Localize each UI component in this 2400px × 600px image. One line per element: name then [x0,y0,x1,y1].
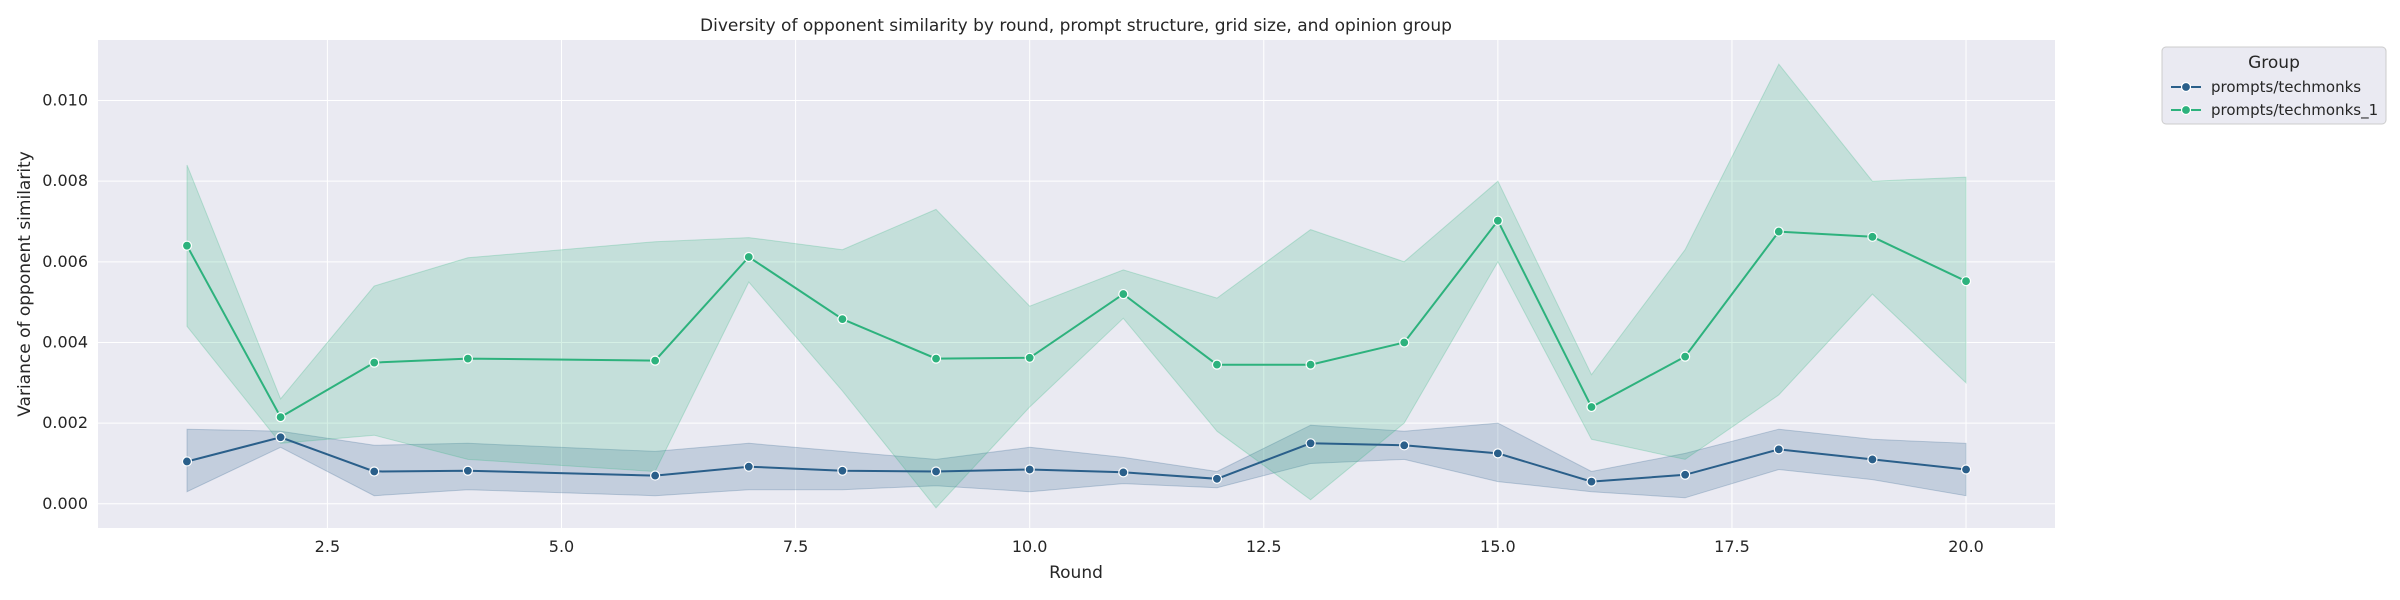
prompts-techmonks-1-point [837,313,848,325]
prompts-techmonks-band [186,422,1967,499]
x-axis-label: Round [1049,563,1103,583]
legend-prompts-techmonks-marker [2180,81,2192,93]
prompts-techmonks-1-point [1680,351,1691,362]
prompts-techmonks-point [275,432,286,443]
prompts-techmonks-1-point [1773,226,1784,237]
prompts-techmonks-point [743,461,754,472]
y-axis-label: Variance of opponent similarity [15,151,35,417]
legend-entries: prompts/techmonks prompts/techmonks_1 [2171,78,2378,120]
x-tick-label: 7.5 [783,537,808,556]
legend-title: Group [2248,53,2300,73]
x-tick-label: 2.5 [315,537,340,556]
legend: Group prompts/techmonksprompts/techmonks… [2161,46,2387,125]
series-points [181,215,1972,487]
prompts-techmonks-1-point [1305,359,1316,370]
x-tick-label: 15.0 [1480,537,1516,556]
prompts-techmonks-point [369,466,380,477]
prompts-techmonks-1-point [650,355,661,366]
prompts-techmonks-point [1867,454,1878,465]
x-tick-label: 20.0 [1948,537,1984,556]
legend-prompts-techmonks-1-marker [2180,104,2192,116]
prompts-techmonks-point [1586,476,1597,487]
prompts-techmonks-point [1492,448,1503,459]
y-tick-label: 0.008 [42,171,88,190]
prompts-techmonks-1-point [1867,231,1878,242]
x-tick-label: 10.0 [1012,537,1048,556]
prompts-techmonks-point [1960,464,1972,475]
prompts-techmonks-1-point [1399,337,1410,348]
prompts-techmonks-point [837,465,848,476]
confidence-bands [186,63,1967,509]
prompts-techmonks-1-point [1024,352,1035,363]
y-tick-label: 0.002 [42,413,88,432]
legend-prompts-techmonks-label: prompts/techmonks [2211,78,2361,96]
prompts-techmonks-point [1773,444,1784,455]
prompts-techmonks-point [1680,469,1691,480]
prompts-techmonks-1-point [369,357,380,368]
prompts-techmonks-point [1399,440,1410,451]
grid [98,40,2055,528]
prompts-techmonks-1-point [1211,359,1223,370]
prompts-techmonks-1-point [275,411,286,423]
prompts-techmonks-1-band [186,63,1967,509]
y-tick-label: 0.010 [42,90,88,109]
plot-background [98,40,2055,528]
prompts-techmonks-point [181,456,193,467]
legend-box [2161,46,2387,125]
prompts-techmonks-point [650,470,661,481]
y-tick-label: 0.006 [42,252,88,271]
prompts-techmonks-1-point [1960,276,1972,287]
prompts-techmonks-point [462,465,473,476]
prompts-techmonks-1-point [1492,215,1503,226]
legend-prompts-techmonks-1-label: prompts/techmonks_1 [2211,101,2378,120]
prompts-techmonks-1-point [181,240,193,251]
prompts-techmonks-1-point [930,353,942,364]
prompts-techmonks-1-point [1118,288,1129,300]
y-tick-label: 0.004 [42,332,88,351]
y-axis-ticks: 0.000 0.002 0.004 0.006 0.008 0.010 [42,90,88,512]
x-tick-label: 5.0 [549,537,574,556]
prompts-techmonks-1-point [462,353,473,364]
prompts-techmonks-1-point [1586,401,1597,413]
prompts-techmonks-point [930,466,942,477]
x-axis-ticks: 2.5 5.0 7.5 10.0 12.5 15.0 17.5 20.0 [315,537,1984,556]
y-tick-label: 0.000 [42,494,88,513]
x-tick-label: 12.5 [1246,537,1282,556]
prompts-techmonks-1-point [743,251,754,263]
prompts-techmonks-point [1211,473,1223,484]
prompts-techmonks-point [1118,467,1129,478]
x-tick-label: 17.5 [1714,537,1750,556]
chart-title: Diversity of opponent similarity by roun… [700,16,1452,36]
prompts-techmonks-point [1305,438,1316,449]
prompts-techmonks-point [1024,464,1035,475]
